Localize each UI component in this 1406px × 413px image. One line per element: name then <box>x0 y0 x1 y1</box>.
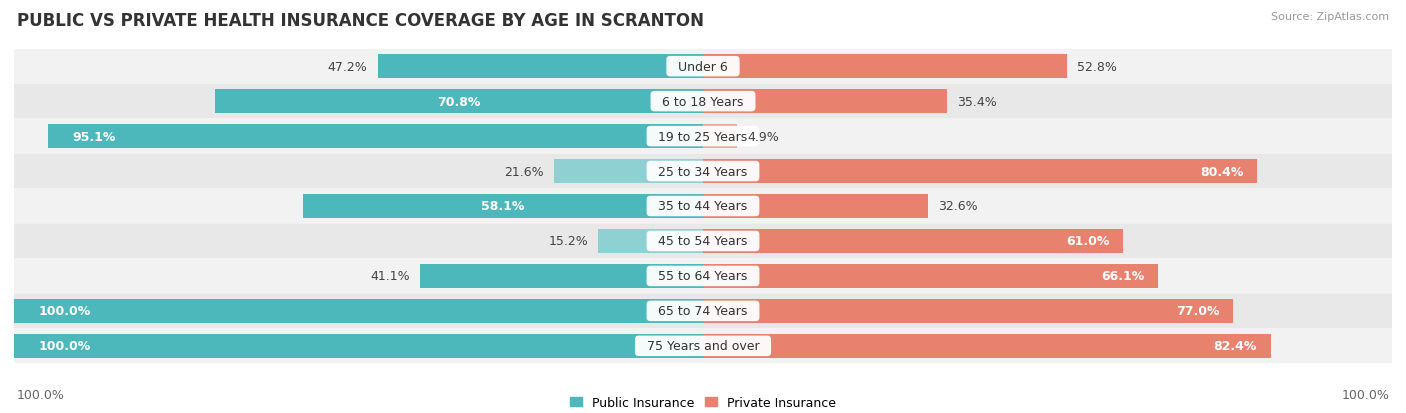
Text: 82.4%: 82.4% <box>1213 339 1257 352</box>
Bar <box>703 125 737 149</box>
Bar <box>703 334 1271 358</box>
Bar <box>420 264 703 288</box>
Text: 75 Years and over: 75 Years and over <box>638 339 768 352</box>
Bar <box>703 55 1067 79</box>
FancyBboxPatch shape <box>14 119 1392 154</box>
Text: 65 to 74 Years: 65 to 74 Years <box>651 305 755 318</box>
Text: Under 6: Under 6 <box>671 61 735 74</box>
Text: 58.1%: 58.1% <box>481 200 524 213</box>
FancyBboxPatch shape <box>14 259 1392 294</box>
Text: 47.2%: 47.2% <box>328 61 367 74</box>
Text: 6 to 18 Years: 6 to 18 Years <box>654 95 752 108</box>
Bar <box>215 90 703 114</box>
Text: 4.9%: 4.9% <box>747 130 779 143</box>
FancyBboxPatch shape <box>14 50 1392 84</box>
Text: 52.8%: 52.8% <box>1077 61 1116 74</box>
FancyBboxPatch shape <box>14 84 1392 119</box>
FancyBboxPatch shape <box>14 224 1392 259</box>
Bar <box>14 299 703 323</box>
Text: 35 to 44 Years: 35 to 44 Years <box>651 200 755 213</box>
Text: 95.1%: 95.1% <box>72 130 115 143</box>
Bar <box>14 334 703 358</box>
Bar <box>302 195 703 218</box>
Text: 66.1%: 66.1% <box>1101 270 1144 283</box>
Text: 100.0%: 100.0% <box>1341 388 1389 401</box>
FancyBboxPatch shape <box>14 154 1392 189</box>
Legend: Public Insurance, Private Insurance: Public Insurance, Private Insurance <box>565 391 841 413</box>
Text: 25 to 34 Years: 25 to 34 Years <box>651 165 755 178</box>
Text: Source: ZipAtlas.com: Source: ZipAtlas.com <box>1271 12 1389 22</box>
Text: 32.6%: 32.6% <box>938 200 977 213</box>
Text: 35.4%: 35.4% <box>957 95 997 108</box>
Text: 70.8%: 70.8% <box>437 95 481 108</box>
Text: 80.4%: 80.4% <box>1199 165 1243 178</box>
Bar <box>554 160 703 183</box>
Bar <box>703 264 1159 288</box>
Bar <box>703 299 1233 323</box>
Bar <box>599 230 703 253</box>
Text: 45 to 54 Years: 45 to 54 Years <box>651 235 755 248</box>
FancyBboxPatch shape <box>14 329 1392 363</box>
Text: 77.0%: 77.0% <box>1177 305 1219 318</box>
Text: 41.1%: 41.1% <box>370 270 409 283</box>
FancyBboxPatch shape <box>14 294 1392 329</box>
Bar <box>378 55 703 79</box>
Text: 21.6%: 21.6% <box>505 165 544 178</box>
Text: 100.0%: 100.0% <box>17 388 65 401</box>
Bar <box>703 90 946 114</box>
Text: 61.0%: 61.0% <box>1066 235 1109 248</box>
Bar <box>48 125 703 149</box>
Bar <box>703 160 1257 183</box>
Text: 100.0%: 100.0% <box>38 339 90 352</box>
Bar <box>703 230 1123 253</box>
Text: 100.0%: 100.0% <box>38 305 90 318</box>
Text: 19 to 25 Years: 19 to 25 Years <box>651 130 755 143</box>
Text: 15.2%: 15.2% <box>548 235 588 248</box>
Bar <box>703 195 928 218</box>
Text: 55 to 64 Years: 55 to 64 Years <box>651 270 755 283</box>
FancyBboxPatch shape <box>14 189 1392 224</box>
Text: PUBLIC VS PRIVATE HEALTH INSURANCE COVERAGE BY AGE IN SCRANTON: PUBLIC VS PRIVATE HEALTH INSURANCE COVER… <box>17 12 704 30</box>
